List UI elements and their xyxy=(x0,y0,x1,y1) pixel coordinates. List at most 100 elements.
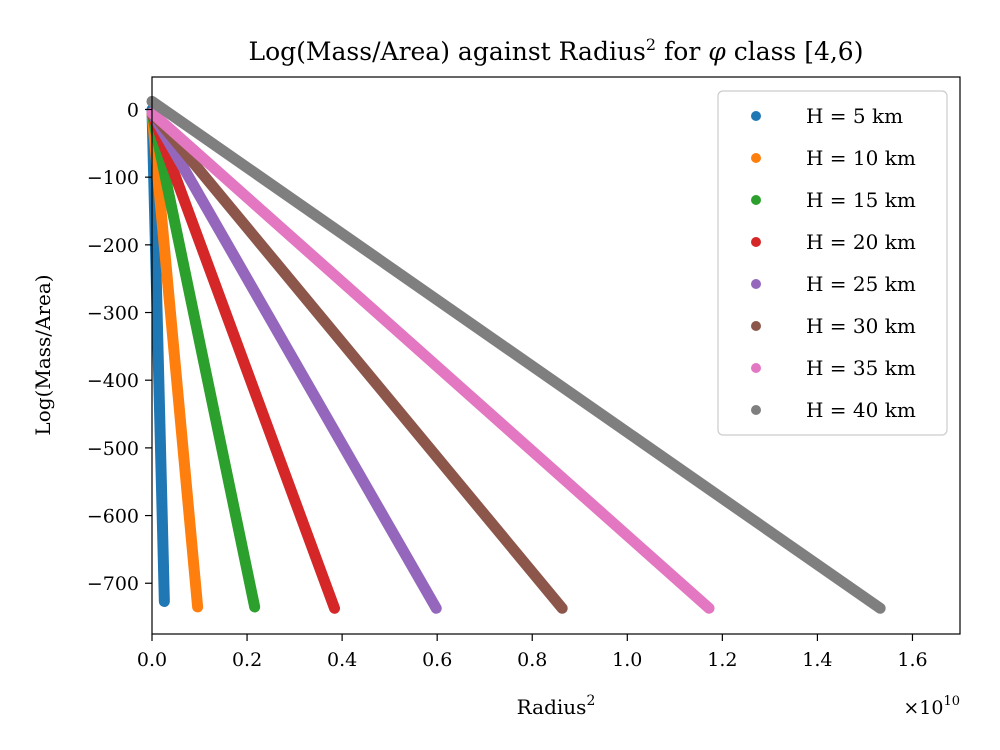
chart-title-phi-symbol: φ xyxy=(708,37,726,66)
data-point xyxy=(218,231,229,242)
data-point xyxy=(184,515,195,526)
data-point xyxy=(210,219,221,230)
legend-marker xyxy=(751,363,761,373)
x-tick-label: 1.4 xyxy=(802,649,832,671)
data-point xyxy=(321,318,332,329)
data-point xyxy=(246,281,257,292)
data-point xyxy=(547,375,558,386)
y-axis-ticks: 0 −100 −200 −300 −400 −500 −600 −700 xyxy=(87,99,152,595)
data-point xyxy=(303,380,314,391)
data-point xyxy=(505,541,516,552)
data-point xyxy=(150,239,161,250)
data-point xyxy=(239,219,250,230)
data-point xyxy=(152,325,163,336)
data-point xyxy=(153,362,164,373)
data-point xyxy=(157,219,168,230)
data-point xyxy=(620,528,631,539)
data-point xyxy=(166,317,177,328)
data-point xyxy=(444,467,455,478)
data-point xyxy=(526,566,537,577)
data-point xyxy=(229,503,240,514)
data-point xyxy=(634,541,645,552)
data-point xyxy=(186,540,197,551)
y-tick-label: −700 xyxy=(87,573,139,595)
data-point xyxy=(474,324,485,335)
x-tick-label: 0.2 xyxy=(232,649,262,671)
legend-marker xyxy=(751,279,761,289)
data-point xyxy=(170,219,181,230)
data-point xyxy=(162,181,173,192)
data-point xyxy=(401,273,412,284)
data-point xyxy=(374,504,385,515)
data-point xyxy=(156,485,167,496)
data-point xyxy=(153,375,164,386)
data-point xyxy=(164,293,175,304)
data-point xyxy=(198,169,209,180)
data-point xyxy=(169,169,180,180)
data-point xyxy=(158,547,169,558)
data-point xyxy=(157,535,168,546)
data-point xyxy=(174,132,185,143)
data-point xyxy=(383,318,394,329)
data-point xyxy=(431,603,442,614)
data-point xyxy=(176,429,187,440)
data-point xyxy=(425,355,436,366)
legend-label: H = 20 km xyxy=(806,230,916,254)
data-point xyxy=(272,219,283,230)
data-point xyxy=(516,553,527,564)
data-point xyxy=(200,367,211,378)
data-point xyxy=(492,337,503,348)
data-point xyxy=(167,330,178,341)
data-point xyxy=(183,503,194,514)
data-point xyxy=(324,417,335,428)
data-point xyxy=(290,281,301,292)
data-point xyxy=(158,559,169,570)
data-point xyxy=(213,429,224,440)
plot-frame xyxy=(151,76,961,635)
data-point xyxy=(875,603,886,614)
data-point xyxy=(216,169,227,180)
data-point xyxy=(367,491,378,502)
data-point xyxy=(456,311,467,322)
data-point xyxy=(151,288,162,299)
data-point xyxy=(324,590,335,601)
data-point xyxy=(160,256,171,267)
data-point xyxy=(267,318,278,329)
chart-title-tail: class [4,6) xyxy=(726,37,864,66)
data-point xyxy=(152,338,163,349)
data-point xyxy=(288,491,299,502)
data-point xyxy=(485,516,496,527)
data-point xyxy=(152,313,163,324)
legend-label: H = 10 km xyxy=(806,146,916,170)
data-point xyxy=(239,552,250,563)
data-point xyxy=(159,169,170,180)
data-point xyxy=(353,467,364,478)
data-point xyxy=(159,584,170,595)
data-point xyxy=(196,194,207,205)
data-point xyxy=(160,120,171,131)
data-point xyxy=(180,466,191,477)
data-point xyxy=(536,578,547,589)
data-point xyxy=(550,467,561,478)
data-point xyxy=(784,539,795,550)
data-point xyxy=(215,293,226,304)
x-axis-multiplier: ×1010 xyxy=(903,694,960,719)
data-point xyxy=(256,172,267,183)
data-point xyxy=(274,330,285,341)
data-point xyxy=(175,416,186,427)
data-point xyxy=(820,565,831,576)
data-point xyxy=(369,306,380,317)
data-point xyxy=(311,553,322,564)
data-point xyxy=(270,256,281,267)
data-point xyxy=(208,404,219,415)
data-point xyxy=(158,231,169,242)
data-point xyxy=(192,231,203,242)
data-point xyxy=(511,349,522,360)
data-point xyxy=(182,169,193,180)
chart-title-main: Log(Mass/Area) against Radius xyxy=(249,37,646,66)
data-point xyxy=(174,182,185,193)
legend-items: H = 5 km H = 10 km H = 15 km H = 20 km H = 2… xyxy=(751,104,916,422)
data-point xyxy=(674,463,685,474)
data-point xyxy=(159,243,170,254)
